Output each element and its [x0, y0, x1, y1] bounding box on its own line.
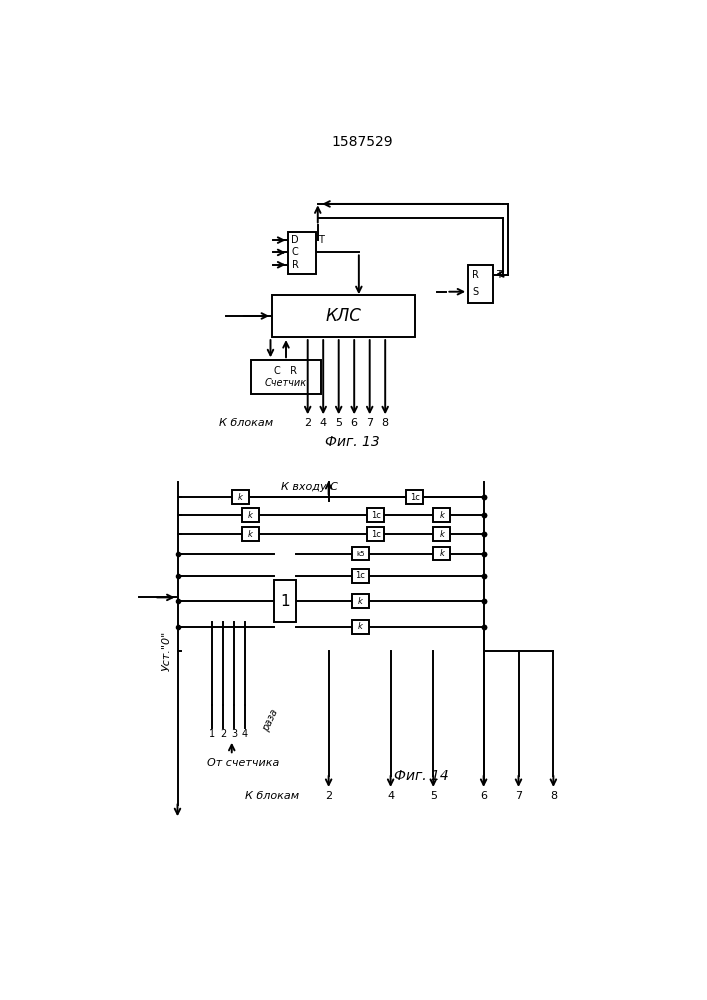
- Text: 8: 8: [382, 418, 389, 428]
- Text: 8: 8: [550, 791, 557, 801]
- Text: раза: раза: [261, 708, 280, 733]
- Text: 3: 3: [231, 729, 237, 739]
- Text: 2: 2: [325, 791, 332, 801]
- Text: Уст."0": Уст."0": [162, 631, 172, 671]
- Text: R: R: [472, 270, 479, 280]
- Text: 5: 5: [335, 418, 342, 428]
- Text: 4: 4: [320, 418, 327, 428]
- Text: Счетчик: Счетчик: [265, 378, 307, 388]
- Text: k: k: [358, 597, 363, 606]
- Text: k5: k5: [356, 551, 365, 557]
- Text: T: T: [318, 235, 324, 245]
- Text: От счетчика: От счетчика: [207, 758, 279, 768]
- Bar: [274, 580, 296, 622]
- Text: C: C: [292, 247, 298, 257]
- Bar: [368, 527, 385, 541]
- Text: 5: 5: [430, 791, 437, 801]
- Text: 6: 6: [351, 418, 358, 428]
- Bar: [288, 232, 316, 274]
- Text: 1c: 1c: [356, 571, 366, 580]
- Text: 1c: 1c: [371, 511, 381, 520]
- Bar: [242, 527, 259, 541]
- Bar: [368, 508, 385, 522]
- Text: 7: 7: [366, 418, 373, 428]
- Text: T: T: [496, 270, 502, 280]
- Text: 4: 4: [387, 791, 395, 801]
- Bar: [251, 360, 321, 394]
- Bar: [352, 569, 369, 583]
- Text: 7: 7: [515, 791, 522, 801]
- Text: R: R: [292, 260, 299, 270]
- Text: С   R: С R: [274, 366, 298, 376]
- Bar: [433, 547, 450, 560]
- Bar: [352, 547, 369, 560]
- Text: k: k: [439, 549, 444, 558]
- Bar: [433, 527, 450, 541]
- Bar: [352, 594, 369, 608]
- Text: k: k: [238, 493, 243, 502]
- Text: k: k: [248, 530, 253, 539]
- Text: 1: 1: [281, 594, 290, 609]
- Text: Фиг. 14: Фиг. 14: [395, 769, 449, 783]
- Text: S: S: [472, 287, 478, 297]
- Text: D: D: [291, 235, 299, 245]
- Text: 2: 2: [304, 418, 311, 428]
- Bar: [352, 620, 369, 634]
- Bar: [406, 490, 423, 504]
- Bar: [232, 490, 249, 504]
- Text: 6: 6: [480, 791, 487, 801]
- Text: k: k: [248, 511, 253, 520]
- Text: 1: 1: [209, 729, 216, 739]
- Text: 2: 2: [220, 729, 226, 739]
- Text: 4: 4: [242, 729, 248, 739]
- Bar: [468, 265, 493, 303]
- Text: k: k: [439, 511, 444, 520]
- Text: К блокам: К блокам: [245, 791, 299, 801]
- Text: КЛС: КЛС: [326, 307, 362, 325]
- Bar: [272, 295, 416, 337]
- Text: 1c: 1c: [371, 530, 381, 539]
- Text: К входу С: К входу С: [281, 482, 337, 492]
- Text: Фиг. 13: Фиг. 13: [325, 435, 379, 449]
- Text: 1587529: 1587529: [331, 135, 393, 149]
- Text: 1c: 1c: [410, 493, 419, 502]
- Text: k: k: [358, 622, 363, 631]
- Bar: [433, 508, 450, 522]
- Bar: [242, 508, 259, 522]
- Text: К блокам: К блокам: [218, 418, 273, 428]
- Text: k: k: [439, 530, 444, 539]
